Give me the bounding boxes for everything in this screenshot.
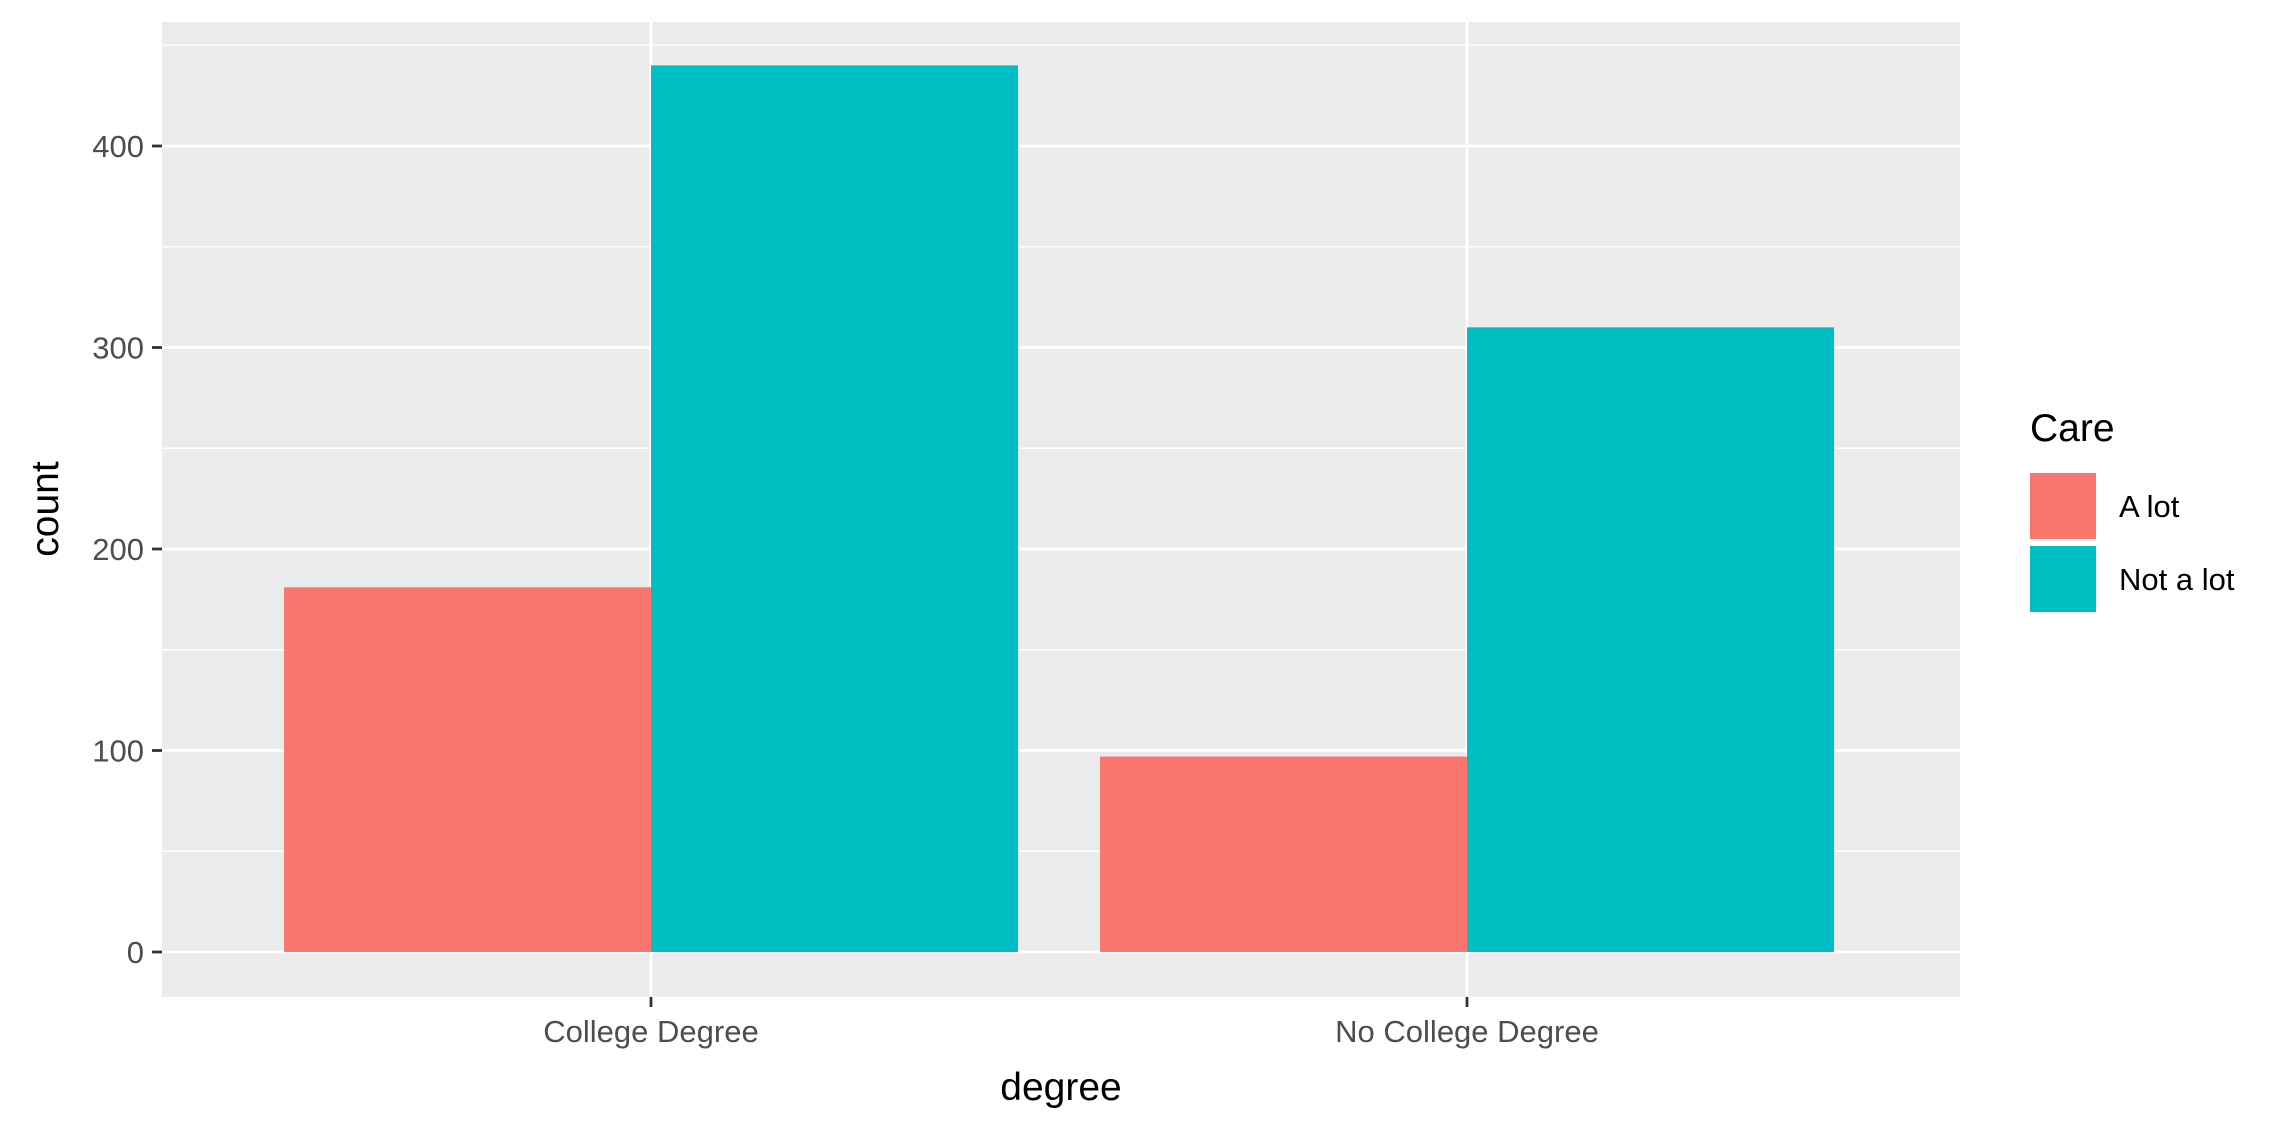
- axis-layer: 0 100 200 300 400 College Degree No College De…: [92, 129, 1599, 1049]
- legend-label: A lot: [2119, 489, 2180, 524]
- legend-title: Care: [2030, 407, 2115, 450]
- y-tick-label: 400: [92, 129, 144, 164]
- bar: [651, 65, 1018, 952]
- bar: [284, 587, 651, 952]
- x-tick-label: No College Degree: [1335, 1014, 1599, 1049]
- bar: [1467, 327, 1834, 953]
- legend: Care A lot Not a lot: [2030, 407, 2235, 612]
- y-tick-label: 300: [92, 331, 144, 366]
- legend-label: Not a lot: [2119, 562, 2235, 597]
- bar: [1100, 756, 1467, 952]
- x-tick-label: College Degree: [543, 1014, 758, 1049]
- y-tick-label: 100: [92, 734, 144, 769]
- legend-key: [2030, 473, 2096, 539]
- x-axis-title: degree: [1000, 1066, 1121, 1109]
- bars-layer: [284, 65, 1834, 953]
- y-tick-label: 0: [127, 935, 144, 970]
- y-tick-label: 200: [92, 532, 144, 567]
- y-axis-title: count: [24, 461, 67, 557]
- legend-key: [2030, 546, 2096, 612]
